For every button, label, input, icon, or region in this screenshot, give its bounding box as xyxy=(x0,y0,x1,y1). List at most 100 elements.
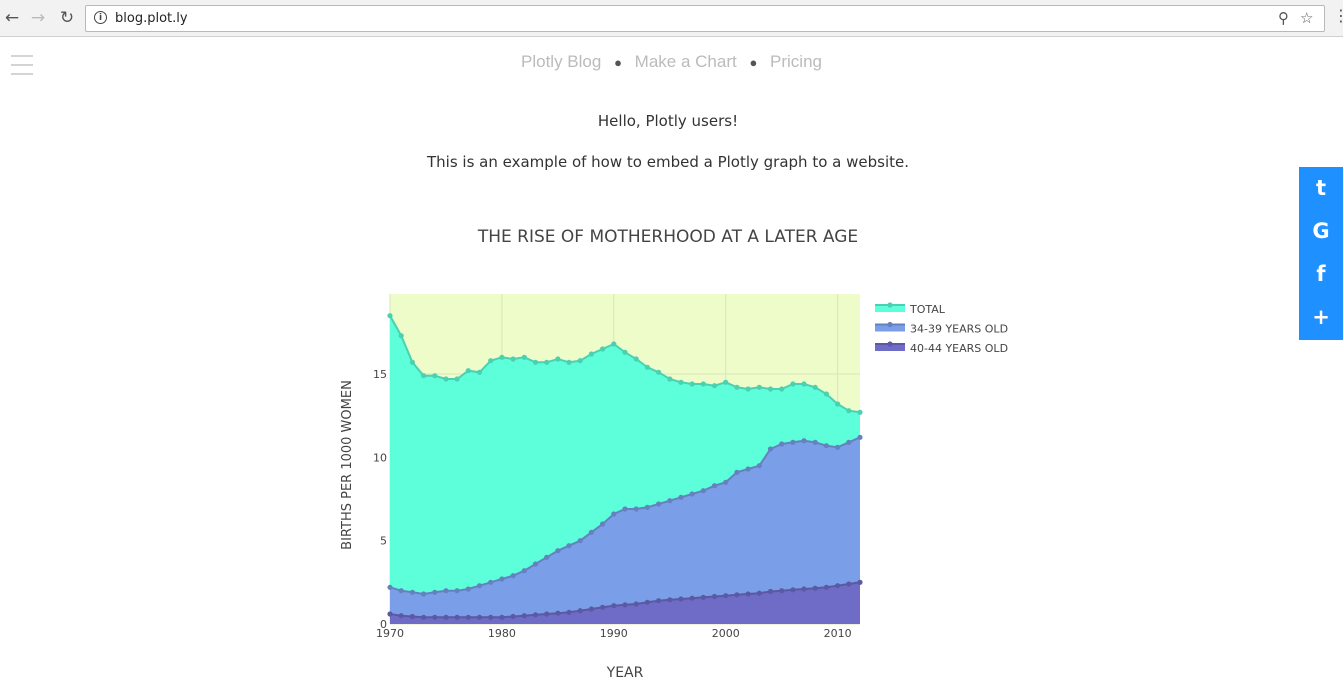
data-point[interactable] xyxy=(779,441,785,447)
data-point[interactable] xyxy=(678,379,684,385)
data-point[interactable] xyxy=(622,349,628,355)
data-point[interactable] xyxy=(387,313,393,319)
data-point[interactable] xyxy=(723,479,729,485)
area-series-1[interactable] xyxy=(390,437,860,624)
data-point[interactable] xyxy=(633,601,639,607)
back-button[interactable]: ← xyxy=(4,8,20,28)
data-point[interactable] xyxy=(488,358,494,364)
data-point[interactable] xyxy=(734,384,740,390)
data-point[interactable] xyxy=(421,373,427,379)
nav-make-a-chart[interactable]: Make a Chart xyxy=(634,52,737,71)
data-point[interactable] xyxy=(600,521,606,527)
data-point[interactable] xyxy=(812,439,818,445)
data-point[interactable] xyxy=(521,613,527,619)
browser-menu-icon[interactable]: ⋮ xyxy=(1333,6,1343,25)
data-point[interactable] xyxy=(723,593,729,599)
data-point[interactable] xyxy=(521,568,527,574)
tumblr-share-button[interactable]: t xyxy=(1315,176,1327,200)
data-point[interactable] xyxy=(454,376,460,382)
data-point[interactable] xyxy=(667,376,673,382)
data-point[interactable] xyxy=(767,386,774,392)
data-point[interactable] xyxy=(510,613,516,620)
data-point[interactable] xyxy=(488,614,494,620)
data-point[interactable] xyxy=(566,359,572,365)
data-point[interactable] xyxy=(846,581,852,587)
zoom-icon[interactable]: ⚲ xyxy=(1278,9,1289,27)
data-point[interactable] xyxy=(689,595,695,601)
data-point[interactable] xyxy=(767,588,774,595)
data-point[interactable] xyxy=(779,386,785,392)
data-point[interactable] xyxy=(409,359,415,365)
data-point[interactable] xyxy=(600,604,606,610)
data-point[interactable] xyxy=(823,391,829,397)
legend-item[interactable]: TOTAL xyxy=(875,302,946,316)
data-point[interactable] xyxy=(566,543,572,549)
data-point[interactable] xyxy=(398,613,404,619)
data-point[interactable] xyxy=(476,614,483,620)
data-point[interactable] xyxy=(756,463,762,469)
data-point[interactable] xyxy=(656,501,662,507)
data-point[interactable] xyxy=(398,333,404,339)
data-point[interactable] xyxy=(656,369,662,375)
nav-pricing[interactable]: Pricing xyxy=(770,52,822,71)
data-point[interactable] xyxy=(812,585,818,591)
reload-button[interactable]: ↻ xyxy=(59,8,75,28)
data-point[interactable] xyxy=(499,576,505,582)
data-point[interactable] xyxy=(689,381,695,387)
info-icon[interactable]: i xyxy=(94,11,107,24)
legend-item[interactable]: 40-44 YEARS OLD xyxy=(875,341,1008,355)
data-point[interactable] xyxy=(812,384,818,390)
hamburger-menu-icon[interactable] xyxy=(11,55,33,82)
data-point[interactable] xyxy=(588,606,594,612)
data-point[interactable] xyxy=(633,506,639,512)
data-point[interactable] xyxy=(387,611,393,617)
data-point[interactable] xyxy=(734,592,740,598)
data-point[interactable] xyxy=(846,408,852,414)
data-point[interactable] xyxy=(790,439,796,445)
legend-item[interactable]: 34-39 YEARS OLD xyxy=(875,321,1008,336)
nav-plotly-blog[interactable]: Plotly Blog xyxy=(521,52,602,71)
data-point[interactable] xyxy=(409,589,415,595)
data-point[interactable] xyxy=(443,588,449,594)
data-point[interactable] xyxy=(622,506,628,512)
data-point[interactable] xyxy=(544,611,550,617)
data-point[interactable] xyxy=(644,504,650,510)
data-point[interactable] xyxy=(700,488,706,494)
google-share-button[interactable]: G xyxy=(1312,219,1330,243)
data-point[interactable] xyxy=(454,614,460,620)
data-point[interactable] xyxy=(421,614,427,620)
data-point[interactable] xyxy=(510,573,516,579)
data-point[interactable] xyxy=(387,584,393,590)
data-point[interactable] xyxy=(779,588,785,594)
data-point[interactable] xyxy=(465,614,471,620)
data-point[interactable] xyxy=(857,409,863,415)
data-point[interactable] xyxy=(555,548,561,554)
data-point[interactable] xyxy=(711,383,718,389)
data-point[interactable] xyxy=(801,438,807,444)
data-point[interactable] xyxy=(476,583,483,589)
data-point[interactable] xyxy=(532,561,539,567)
bookmark-star-icon[interactable]: ☆ xyxy=(1300,9,1314,27)
data-point[interactable] xyxy=(667,597,673,603)
data-point[interactable] xyxy=(555,610,561,616)
data-point[interactable] xyxy=(499,614,505,620)
data-point[interactable] xyxy=(846,439,852,445)
data-point[interactable] xyxy=(835,583,841,589)
data-point[interactable] xyxy=(577,358,583,364)
data-point[interactable] xyxy=(577,608,583,614)
data-point[interactable] xyxy=(611,603,617,609)
data-point[interactable] xyxy=(544,554,550,560)
data-point[interactable] xyxy=(532,359,539,365)
data-point[interactable] xyxy=(700,594,706,600)
data-point[interactable] xyxy=(409,613,415,620)
data-point[interactable] xyxy=(432,373,438,379)
more-share-button[interactable]: + xyxy=(1312,305,1330,329)
data-point[interactable] xyxy=(700,381,706,387)
data-point[interactable] xyxy=(745,591,751,597)
data-point[interactable] xyxy=(745,386,751,392)
data-point[interactable] xyxy=(488,579,494,585)
data-point[interactable] xyxy=(801,381,807,387)
data-point[interactable] xyxy=(398,588,404,594)
address-bar[interactable]: i blog.plot.ly ⚲ ☆ xyxy=(85,5,1325,32)
data-point[interactable] xyxy=(454,588,460,594)
